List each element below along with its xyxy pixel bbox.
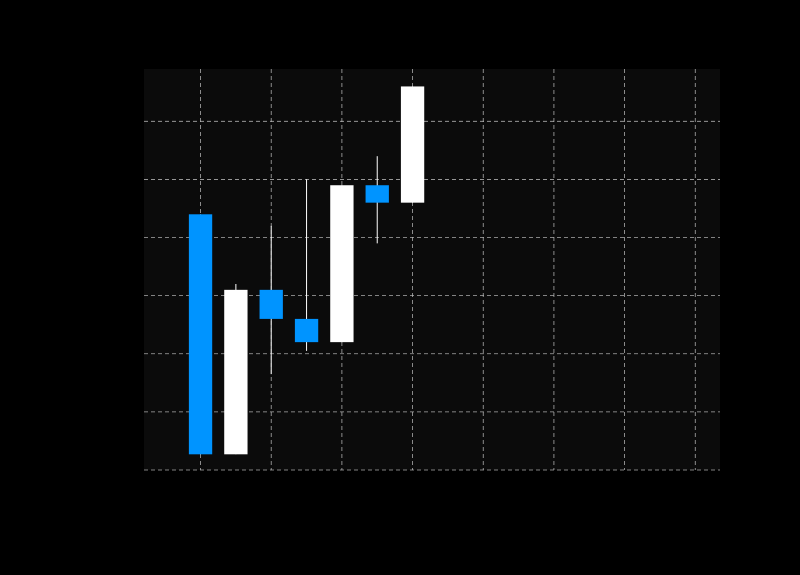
candle-body-5 — [365, 185, 389, 203]
candle-body-1 — [224, 289, 248, 455]
grid — [144, 69, 720, 471]
candle-body-4 — [330, 185, 354, 343]
candles — [188, 86, 425, 455]
candle-body-3 — [294, 318, 319, 343]
candle-body-2 — [259, 289, 283, 319]
candle-body-6 — [400, 86, 425, 203]
candle-body-0 — [188, 214, 213, 455]
